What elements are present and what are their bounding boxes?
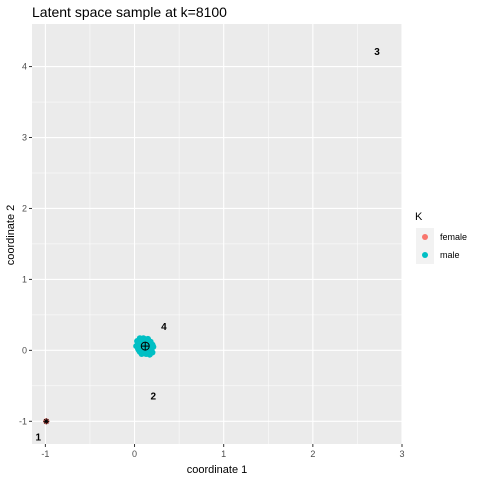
y-tick-label: 3 <box>22 133 27 143</box>
y-axis-label: coordinate 2 <box>5 205 17 266</box>
point-labels: 1 2 3 4 <box>35 47 380 443</box>
data-point-male <box>135 347 143 354</box>
y-tick-label: 4 <box>22 62 27 72</box>
y-tick-label: 0 <box>22 345 27 355</box>
point-label: 1 <box>35 432 41 443</box>
legend-label-female: female <box>440 232 467 242</box>
center-marker <box>140 341 150 351</box>
x-tick-label: 1 <box>221 449 226 459</box>
x-axis-label: coordinate 1 <box>187 464 248 476</box>
point-label: 3 <box>374 47 380 58</box>
y-tick-label: 2 <box>22 203 27 213</box>
point-label: 4 <box>161 322 167 333</box>
marker-stroke <box>43 418 49 424</box>
point-markers <box>43 341 150 425</box>
major-gridlines <box>32 24 403 444</box>
legend-swatch-male <box>422 252 428 258</box>
x-tick-label: 0 <box>132 449 137 459</box>
legend: K female male <box>415 211 467 264</box>
legend-label-male: male <box>440 250 460 260</box>
legend-title: K <box>415 211 423 223</box>
x-tick-label: 3 <box>399 449 404 459</box>
y-tick-label: 1 <box>22 274 27 284</box>
legend-swatch-female <box>422 234 428 240</box>
x-axis-ticks: -1 0 1 2 3 <box>41 444 405 459</box>
female-marker <box>43 418 50 425</box>
minor-gridlines <box>32 24 402 444</box>
x-tick-label: 2 <box>310 449 315 459</box>
plot-panel <box>32 24 402 444</box>
y-tick-label: -1 <box>19 416 27 426</box>
x-tick-label: -1 <box>41 449 49 459</box>
y-axis-ticks: -1 0 1 2 3 4 <box>19 62 32 426</box>
chart-title: Latent space sample at k=8100 <box>32 4 227 20</box>
point-label: 2 <box>150 391 156 402</box>
data-point-male <box>146 351 153 358</box>
